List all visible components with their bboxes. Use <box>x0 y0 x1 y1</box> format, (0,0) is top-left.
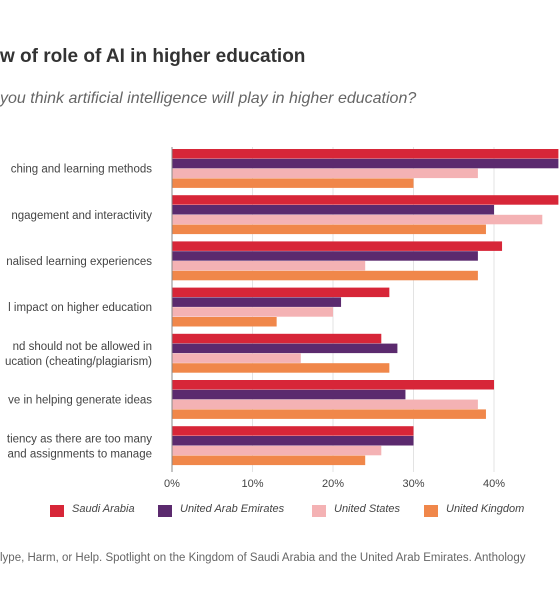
legend-label-united-arab-emirates: United Arab Emirates <box>180 503 285 515</box>
category-label-1: ngagement and interactivity <box>11 210 152 222</box>
x-tick-label-1: 10% <box>241 478 263 490</box>
bar-3-1 <box>172 297 342 307</box>
bar-0-1 <box>172 158 559 169</box>
bar-0-2 <box>172 168 478 179</box>
bar-4-0 <box>172 333 382 344</box>
legend-label-saudi-arabia: Saudi Arabia <box>72 503 135 515</box>
bar-2-3 <box>172 270 478 281</box>
bar-6-3 <box>172 455 366 466</box>
category-label-2: nalised learning experiences <box>6 256 152 268</box>
chart-title: w of role of AI in higher education <box>0 46 306 67</box>
category-label-4-line-0: nd should not be allowed in <box>13 341 152 353</box>
chart-subtitle: you think artificial intelligence will p… <box>0 90 417 107</box>
bar-6-1 <box>172 436 414 446</box>
bar-2-2 <box>172 261 366 271</box>
bar-2-0 <box>172 241 503 251</box>
bar-6-0 <box>172 426 414 436</box>
bar-5-0 <box>172 380 494 390</box>
legend-label-united-states: United States <box>334 503 401 515</box>
legend-swatch-united-states <box>312 505 326 517</box>
category-label-3: l impact on higher education <box>8 302 152 314</box>
bar-3-3 <box>172 317 277 327</box>
bar-1-1 <box>172 205 494 215</box>
bar-3-2 <box>172 307 333 317</box>
category-label-6-line-1: and assignments to manage <box>8 448 152 460</box>
bar-4-1 <box>172 343 398 354</box>
bar-1-3 <box>172 224 486 235</box>
bar-1-2 <box>172 214 543 225</box>
category-label-4-line-1: ucation (cheating/plagiarism) <box>5 356 152 368</box>
category-label-0: ching and learning methods <box>11 164 153 176</box>
bar-1-0 <box>172 195 559 205</box>
x-tick-label-4: 40% <box>483 478 505 490</box>
x-tick-label-0: 0% <box>164 478 180 490</box>
bar-6-2 <box>172 445 382 456</box>
chart-legend: Saudi Arabia United Arab Emirates United… <box>0 503 560 519</box>
x-tick-label-2: 20% <box>322 478 344 490</box>
bar-5-1 <box>172 389 406 400</box>
legend-swatch-united-arab-emirates <box>158 505 172 517</box>
legend-swatch-saudi-arabia <box>50 505 64 517</box>
bar-0-0 <box>172 149 559 159</box>
bar-2-1 <box>172 251 478 261</box>
category-label-6-line-0: tiency as there are too many <box>7 433 152 445</box>
bar-3-0 <box>172 287 390 298</box>
bar-5-3 <box>172 409 486 419</box>
legend-label-united-kingdom: United Kingdom <box>446 503 525 515</box>
x-tick-label-3: 30% <box>402 478 424 490</box>
bar-5-2 <box>172 399 478 410</box>
legend-swatch-united-kingdom <box>424 505 438 517</box>
bar-0-3 <box>172 178 414 188</box>
source-note: lype, Harm, or Help. Spotlight on the Ki… <box>0 552 526 564</box>
bar-4-2 <box>172 353 301 363</box>
category-label-5: ve in helping generate ideas <box>8 395 152 407</box>
bar-4-3 <box>172 363 390 373</box>
